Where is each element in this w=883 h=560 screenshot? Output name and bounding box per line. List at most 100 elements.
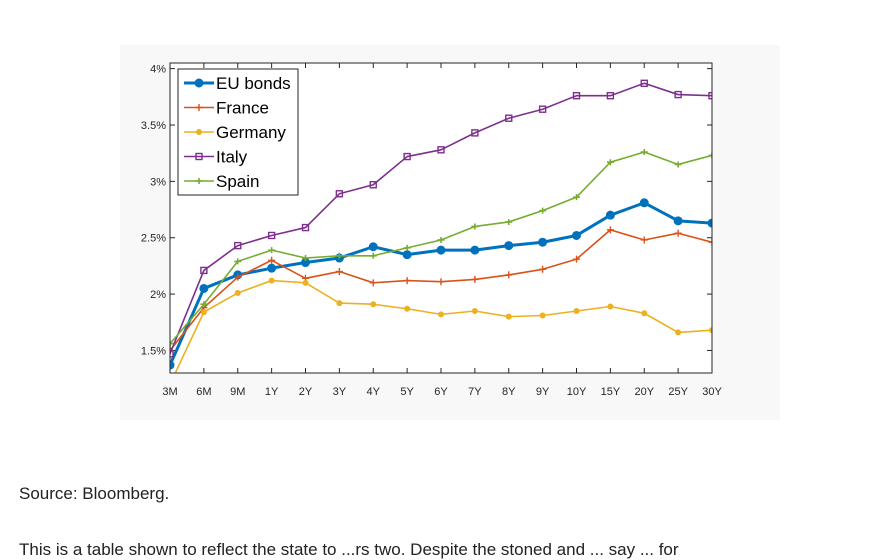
point-italy: [471, 129, 479, 137]
legend-marker-eu-bonds: [194, 78, 204, 88]
point-italy: [640, 79, 648, 87]
x-tick-label: 8Y: [502, 386, 516, 398]
point-spain: [234, 258, 242, 265]
point-eu-bonds: [538, 237, 548, 247]
series-line-italy: [170, 82, 712, 355]
x-tick-label: 30Y: [702, 386, 722, 398]
legend-label-spain: Spain: [216, 172, 259, 191]
point-france: [640, 236, 648, 244]
point-spain: [606, 159, 614, 166]
point-spain: [640, 149, 648, 156]
point-eu-bonds: [267, 263, 277, 273]
x-tick-label: 6M: [196, 386, 211, 398]
yield-curve-chart: 1.5% 2% 2.5% 3% 3.5% 4% 3M 6M 9M 1Y 2Y 3Y 4Y 5Y 6Y 7Y 8Y…: [141, 62, 722, 398]
body-text-partial: This is a table shown to reflect the sta…: [19, 540, 679, 559]
point-spain: [437, 236, 445, 243]
point-spain: [200, 301, 208, 308]
point-germany: [607, 303, 614, 310]
point-spain: [268, 247, 276, 254]
point-germany: [471, 308, 478, 314]
x-tick-label: 9Y: [536, 386, 550, 398]
point-italy: [267, 231, 276, 240]
point-italy: [572, 91, 581, 100]
point-germany: [404, 305, 411, 312]
point-eu-bonds: [199, 283, 209, 293]
point-eu-bonds: [639, 198, 649, 208]
point-eu-bonds: [673, 216, 683, 226]
point-italy: [170, 350, 174, 358]
point-eu-bonds: [170, 360, 175, 370]
point-germany: [573, 308, 580, 314]
point-italy: [234, 241, 242, 250]
x-tick-label: 20Y: [634, 386, 654, 398]
x-tick-label: 15Y: [601, 386, 621, 398]
point-france: [268, 256, 276, 264]
point-germany: [709, 327, 712, 334]
point-italy: [437, 146, 445, 154]
point-eu-bonds: [572, 230, 581, 240]
point-france: [471, 275, 479, 283]
point-italy: [200, 266, 208, 275]
point-italy: [335, 190, 344, 198]
point-italy: [505, 114, 513, 122]
x-tick-label: 1Y: [265, 386, 279, 398]
x-tick-label: 6Y: [434, 386, 448, 398]
point-france: [234, 273, 242, 281]
x-tick-label: 3M: [162, 386, 177, 398]
source-caption: Source: Bloomberg.: [19, 484, 170, 503]
legend-label-germany: Germany: [216, 123, 286, 142]
point-eu-bonds: [402, 250, 412, 260]
x-tick-label: 2Y: [299, 386, 313, 398]
x-tick-label: 10Y: [567, 386, 587, 398]
point-spain: [471, 223, 479, 230]
legend-label-italy: Italy: [216, 148, 248, 167]
point-france: [437, 278, 445, 286]
point-germany: [539, 312, 546, 319]
point-france: [369, 279, 377, 287]
plot-frame: [169, 62, 713, 374]
point-france: [505, 271, 513, 279]
chart-figure: 1.5% 2% 2.5% 3% 3.5% 4% 3M 6M 9M 1Y 2Y 3Y 4Y 5Y 6Y 7Y 8Y…: [120, 45, 780, 420]
point-eu-bonds: [605, 210, 615, 220]
point-spain: [539, 207, 547, 214]
x-tick-label: 3Y: [333, 386, 347, 398]
point-germany: [268, 277, 275, 284]
point-france: [708, 238, 712, 246]
point-spain: [573, 194, 580, 201]
x-tick-label: 4Y: [367, 386, 381, 398]
point-germany: [505, 313, 512, 320]
point-italy: [674, 90, 682, 99]
point-spain: [674, 161, 682, 168]
point-eu-bonds: [436, 245, 446, 255]
point-italy: [369, 181, 377, 189]
point-france: [335, 268, 343, 276]
legend-label-france: France: [216, 99, 269, 118]
point-spain: [302, 255, 309, 262]
point-germany: [234, 289, 241, 296]
point-eu-bonds: [470, 245, 480, 255]
point-germany: [641, 310, 648, 317]
y-tick-label: 1.5%: [141, 345, 166, 357]
point-france: [403, 277, 411, 285]
x-tick-label: 9M: [230, 386, 245, 398]
legend-marker-germany: [196, 129, 202, 135]
point-france: [573, 255, 580, 263]
x-tick-label: 7Y: [468, 386, 482, 398]
point-germany: [336, 300, 343, 307]
y-tick-label: 2%: [150, 289, 166, 301]
x-tick-label: 25Y: [668, 386, 688, 398]
point-germany: [370, 301, 377, 308]
point-spain: [505, 218, 513, 225]
point-spain: [369, 252, 377, 259]
point-germany: [200, 309, 207, 316]
point-italy: [538, 105, 547, 113]
point-germany: [438, 311, 444, 318]
point-spain: [403, 244, 411, 251]
y-tick-label: 3%: [150, 176, 166, 188]
point-spain: [170, 340, 174, 347]
point-italy: [606, 91, 615, 100]
y-tick-label: 2.5%: [141, 233, 166, 245]
legend-marker-france: [195, 104, 203, 111]
point-italy: [708, 91, 712, 100]
legend-label-eu-bonds: EU bonds: [216, 74, 291, 93]
